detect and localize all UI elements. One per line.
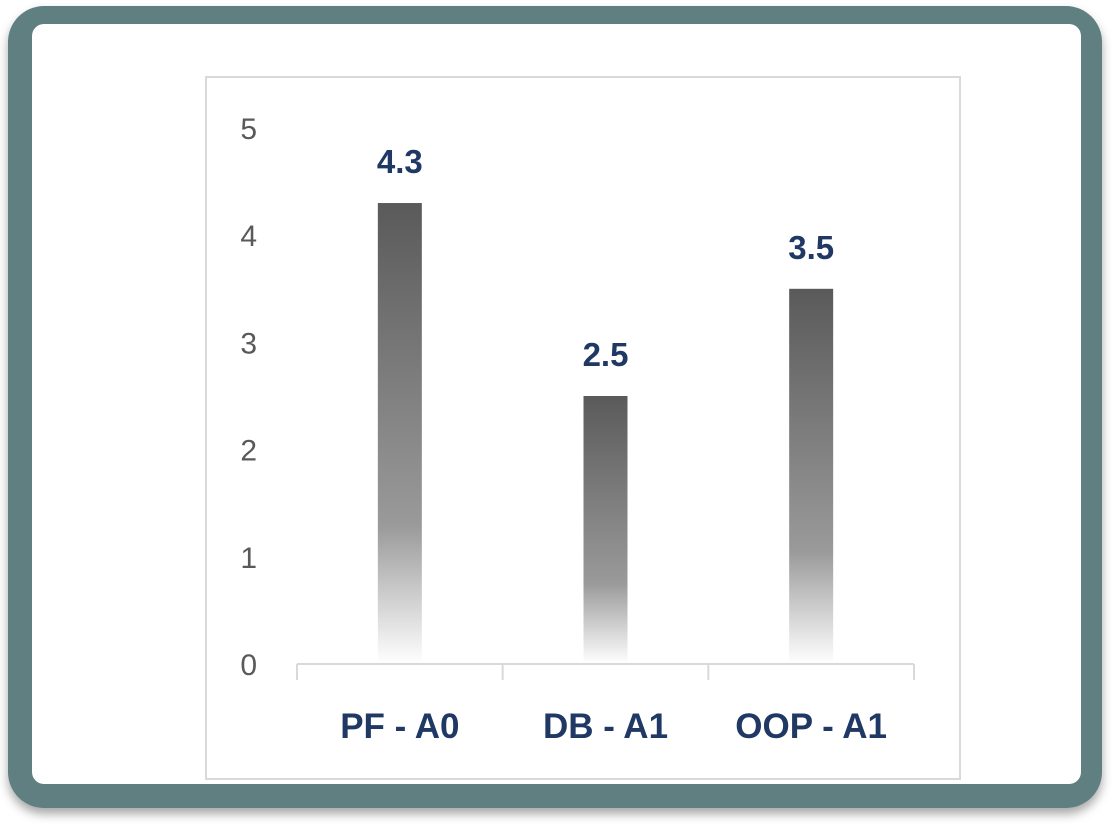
bar bbox=[789, 288, 834, 664]
y-tick-label: 3 bbox=[240, 327, 257, 360]
category-label: OOP - A1 bbox=[735, 707, 887, 746]
bar bbox=[583, 396, 628, 664]
x-axis bbox=[296, 663, 915, 680]
category-label: DB - A1 bbox=[543, 707, 668, 746]
data-labels: 4.3 2.5 3.5 bbox=[377, 143, 834, 373]
y-tick-label: 2 bbox=[240, 435, 257, 468]
category-label: PF - A0 bbox=[340, 707, 459, 746]
y-tick-label: 5 bbox=[240, 113, 257, 146]
y-tick-label: 0 bbox=[240, 649, 257, 682]
y-tick-label: 4 bbox=[240, 220, 257, 253]
category-labels: PF - A0 DB - A1 OOP - A1 bbox=[340, 707, 887, 746]
data-label: 3.5 bbox=[788, 229, 834, 266]
bar bbox=[377, 203, 422, 665]
y-axis-ticks: 0 1 2 3 4 5 bbox=[240, 113, 257, 682]
y-tick-label: 1 bbox=[240, 542, 257, 575]
chart-area bbox=[205, 76, 961, 780]
data-label: 2.5 bbox=[583, 336, 629, 373]
bars bbox=[377, 203, 834, 665]
data-label: 4.3 bbox=[377, 143, 423, 180]
